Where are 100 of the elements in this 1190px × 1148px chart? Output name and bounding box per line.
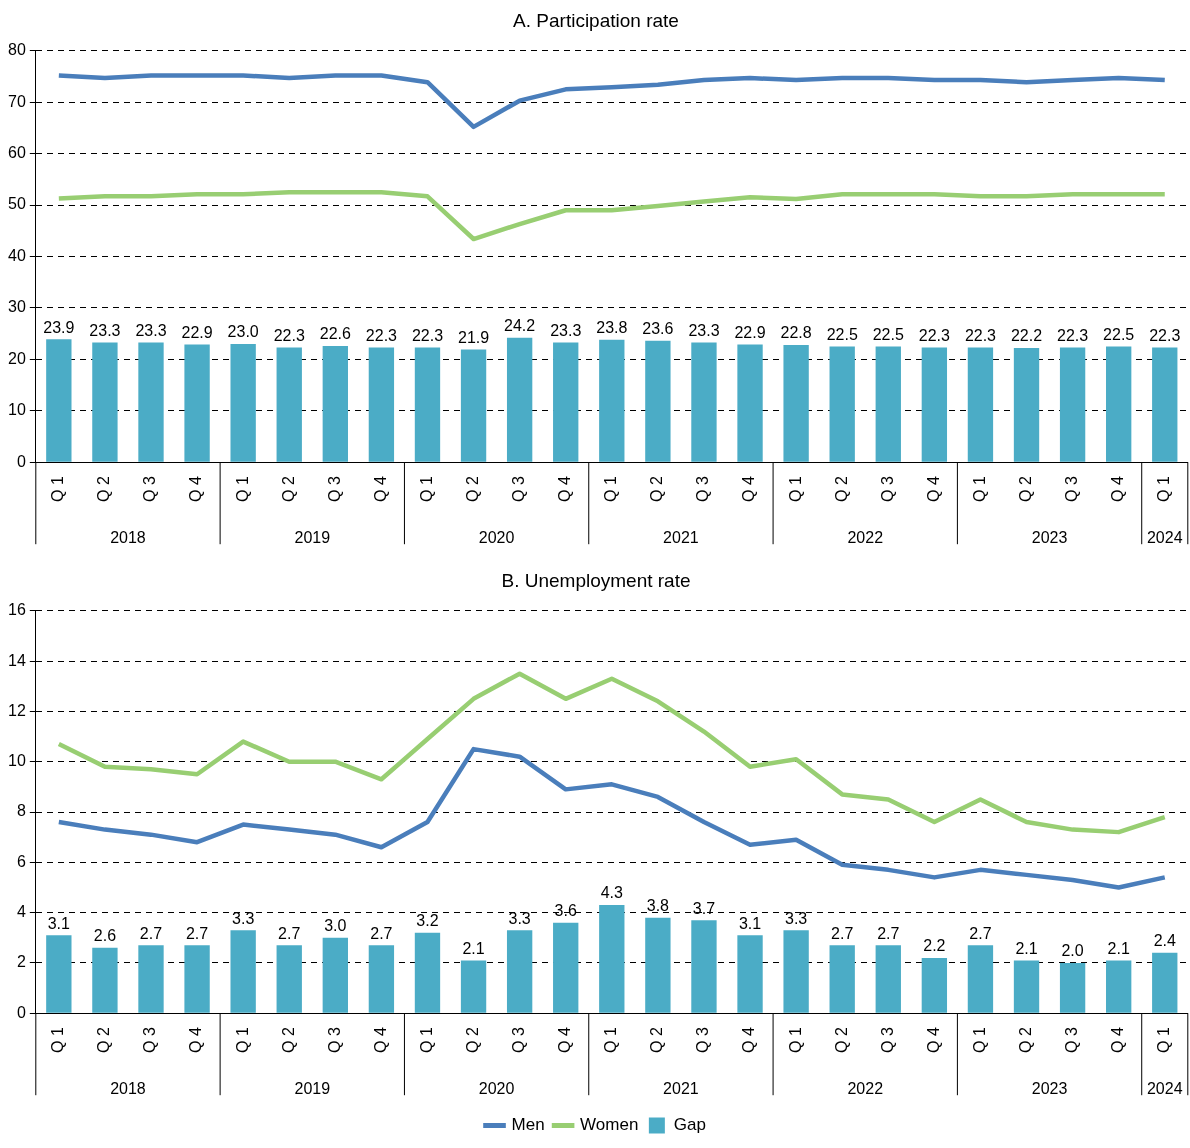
- y-tick-label: 0: [16, 1003, 26, 1021]
- bar: [1106, 960, 1132, 1013]
- data-label: 3.8: [646, 897, 670, 915]
- bar: [1152, 952, 1178, 1013]
- y-tick-label: 50: [8, 195, 26, 213]
- bar: [599, 339, 625, 462]
- x-tick-label: Q 2: [279, 1027, 297, 1054]
- data-label: 22.9: [734, 323, 766, 341]
- data-label: 2.7: [969, 924, 992, 942]
- bar: [230, 930, 256, 1013]
- data-label: 22.3: [1149, 326, 1181, 344]
- bar: [691, 342, 717, 462]
- text: 2020: [478, 529, 515, 547]
- bar: [599, 905, 625, 1013]
- data-label: 2.1: [462, 939, 485, 957]
- data-label: 22.5: [826, 325, 858, 343]
- data-label: 23.3: [550, 321, 582, 339]
- x-tick-label: Q 1: [602, 1027, 620, 1054]
- bar: [276, 945, 302, 1013]
- bar: [460, 349, 487, 462]
- bar: [875, 346, 901, 462]
- data-label: 22.6: [319, 325, 351, 343]
- bar: [921, 957, 948, 1013]
- data-label: 22.3: [273, 326, 305, 344]
- bar: [276, 347, 302, 462]
- y-tick-label: 12: [8, 701, 26, 719]
- bar: [783, 930, 809, 1013]
- data-label: 4.3: [600, 884, 624, 902]
- data-label: 3.0: [324, 917, 347, 935]
- x-tick-label: Q 3: [1063, 476, 1081, 503]
- x-tick-label: Q 3: [325, 476, 343, 503]
- data-label: 22.5: [1103, 325, 1135, 343]
- data-label: 2.7: [139, 924, 163, 942]
- data-label: 2.1: [1107, 939, 1130, 957]
- bar: [184, 945, 210, 1013]
- bar: [691, 920, 717, 1013]
- y-tick-label: 6: [16, 852, 26, 870]
- data-label: 23.8: [596, 319, 628, 337]
- bar: [553, 922, 579, 1013]
- y-tick-label: 10: [8, 752, 26, 770]
- data-label: 2.4: [1153, 932, 1176, 950]
- bar: [230, 343, 256, 462]
- data-label: 2.0: [1061, 942, 1084, 960]
- bar: [184, 344, 210, 462]
- x-tick-label: Q 3: [141, 1027, 159, 1054]
- x-tick-label: Q 2: [95, 1027, 113, 1054]
- x-tick-label: Q 4: [371, 476, 389, 503]
- x-tick-label: Q 2: [279, 476, 297, 503]
- x-tick-label: Q 3: [878, 1027, 896, 1054]
- data-label: 23.9: [43, 318, 75, 336]
- bar: [322, 345, 348, 462]
- x-tick-label: Q 1: [49, 1027, 67, 1054]
- text: 2023: [1031, 1080, 1068, 1098]
- bar: [368, 945, 395, 1013]
- text: 2019: [294, 529, 331, 547]
- data-label: 23.0: [227, 323, 259, 341]
- y-tick-label: 10: [8, 401, 26, 419]
- x-tick-label: Q 1: [786, 476, 804, 503]
- bar: [645, 340, 671, 462]
- legend-label: Men: [511, 1115, 545, 1135]
- x-tick-label: Q 1: [1155, 1027, 1173, 1054]
- x-tick-label: Q 3: [141, 476, 159, 503]
- y-tick-label: 60: [8, 144, 26, 162]
- data-label: 2.7: [278, 924, 301, 942]
- y-tick-label: 14: [8, 651, 26, 669]
- data-label: 2.7: [185, 924, 209, 942]
- bar: [829, 945, 855, 1013]
- x-tick-label: Q 2: [463, 476, 481, 503]
- data-label: 2.7: [370, 924, 393, 942]
- x-tick-label: Q 4: [187, 1027, 205, 1054]
- x-tick-label: Q 2: [832, 476, 850, 503]
- x-tick-label: Q 1: [233, 476, 251, 503]
- x-tick-label: Q 4: [556, 476, 574, 503]
- bar: [414, 347, 441, 462]
- data-label: 23.3: [89, 321, 121, 339]
- bar: [967, 347, 994, 462]
- data-label: 22.3: [365, 326, 398, 344]
- x-tick-label: Q 4: [187, 476, 205, 503]
- data-label: 2.6: [93, 927, 117, 945]
- bar: [92, 342, 118, 462]
- x-tick-label: Q 3: [510, 476, 528, 503]
- y-tick-label: 20: [8, 349, 26, 367]
- bar: [1059, 962, 1086, 1013]
- data-label: 3.6: [554, 902, 577, 920]
- bar: [322, 937, 348, 1013]
- x-tick-label: Q 4: [740, 1027, 758, 1054]
- text: 2022: [847, 529, 884, 547]
- y-tick-label: 16: [8, 601, 26, 619]
- data-label: 3.3: [784, 909, 808, 927]
- x-tick-label: Q 4: [1109, 1027, 1127, 1054]
- bar: [1013, 960, 1040, 1013]
- bar: [1106, 346, 1132, 462]
- y-tick-label: 40: [8, 246, 26, 264]
- text: 2021: [663, 529, 699, 547]
- x-tick-label: Q 1: [417, 1027, 435, 1054]
- bar: [92, 947, 118, 1013]
- data-label: 22.3: [964, 326, 997, 344]
- x-tick-label: Q 1: [233, 1027, 251, 1054]
- x-tick-label: Q 3: [325, 1027, 343, 1054]
- legend-label: Women: [580, 1115, 639, 1135]
